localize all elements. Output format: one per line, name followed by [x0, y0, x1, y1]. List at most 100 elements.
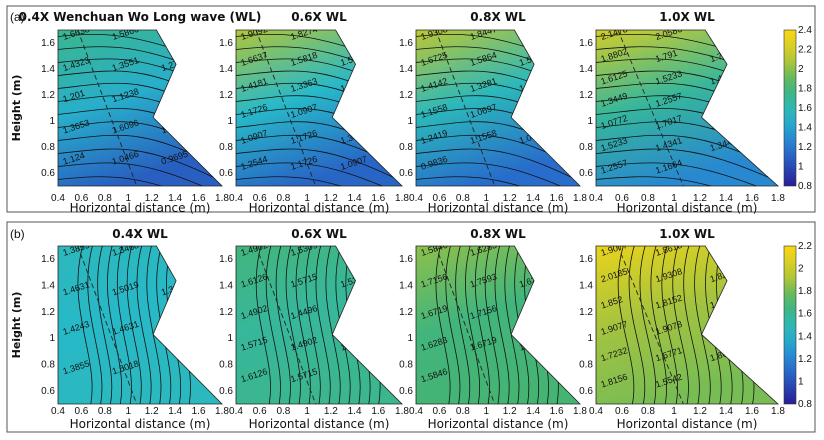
y-tick-label: 0.6 [399, 386, 413, 397]
contour-line [484, 246, 500, 404]
contour-label: 1.5866 [111, 24, 140, 42]
x-tick-label: 1.4 [168, 193, 182, 204]
y-tick-label: 1.6 [579, 38, 593, 49]
contour-line [416, 148, 580, 182]
panel-label: (a) [10, 10, 25, 24]
x-tick-label: 1.4 [168, 406, 182, 417]
x-tick-label: 0.8 [641, 193, 655, 204]
x-tick-label: 1.8 [215, 406, 229, 417]
contour-field [235, 29, 403, 187]
x-tick-label: 1.2 [693, 406, 707, 417]
contour-label: 1.7692 [709, 319, 738, 337]
x-tick-label: 0.8 [98, 406, 112, 417]
x-tick-label: 1.4 [348, 193, 362, 204]
y-tick-label: 1.6 [219, 38, 233, 49]
contour-label: 1.6638 [62, 24, 91, 42]
x-tick-label: 1.8 [395, 406, 409, 417]
y-tick-label: 1.4 [399, 64, 413, 75]
colorbar-tick: 2.2 [798, 45, 812, 56]
colorbar-bar [783, 245, 797, 405]
contour-label: 1.3468 [111, 240, 140, 258]
colorbar-tick: 1.2 [798, 354, 812, 365]
contour-line [661, 246, 678, 404]
contour-line [445, 246, 461, 404]
contour-label: 1.5094 [160, 24, 189, 42]
x-tick-label: 1.6 [745, 193, 759, 204]
x-tick-label: 0.6 [432, 193, 446, 204]
x-tick-label: 1.4 [348, 406, 362, 417]
y-tick-label: 1.6 [219, 254, 233, 265]
dashed-line [255, 246, 317, 404]
x-tick-label: 0.4 [229, 193, 243, 204]
x-axis-label: Horizontal distance (m) [617, 417, 758, 431]
x-tick-label: 1.8 [215, 193, 229, 204]
y-tick-label: 1.2 [219, 307, 233, 318]
contour-label: 1.6537 [339, 240, 368, 258]
y-tick-label: 1.4 [579, 281, 593, 292]
subplot-title: 0.6X WL [291, 10, 347, 24]
y-tick-label: 1 [407, 116, 413, 127]
y-tick-label: 0.6 [41, 168, 55, 179]
contour-line [236, 162, 402, 186]
colorbar-tick: 2.2 [798, 241, 812, 252]
contour-line [628, 246, 646, 404]
y-tick-label: 1.4 [399, 281, 413, 292]
contour-line [596, 162, 778, 186]
y-tick-label: 0.6 [579, 386, 593, 397]
contour-label: 2.1478 [600, 24, 629, 42]
colorbar-bar [783, 29, 797, 187]
contour-line [504, 246, 520, 404]
y-tick-label: 1 [227, 333, 233, 344]
subplot-title: 0.8X WL [470, 227, 526, 241]
contour-line [126, 246, 142, 404]
contour-line [295, 246, 311, 404]
contour-label: 1.8618 [654, 240, 683, 258]
x-tick-label: 0.4 [229, 406, 243, 417]
y-tick-label: 1.2 [41, 307, 55, 318]
contour-line [236, 176, 402, 186]
contour-label: 1.7586 [518, 24, 547, 42]
contour-label: 1.5309 [339, 335, 368, 353]
dashed-line [617, 30, 684, 186]
x-tick-label: 1.4 [526, 193, 540, 204]
colorbar-tick: 1 [798, 162, 804, 173]
colorbar-tick: 1.4 [798, 123, 812, 134]
contour-line [236, 148, 402, 182]
y-tick-label: 1 [407, 333, 413, 344]
x-tick-label: 1.2 [145, 406, 159, 417]
x-tick-label: 1.6 [550, 193, 564, 204]
y-tick-label: 1.2 [399, 307, 413, 318]
contour-label: 1.7455 [339, 24, 368, 42]
contour-label: 1.3855 [62, 240, 91, 258]
y-tick-label: 1 [587, 116, 593, 127]
x-tick-label: 1 [484, 193, 490, 204]
x-tick-label: 1.6 [192, 193, 206, 204]
x-tick-label: 0.8 [641, 406, 655, 417]
contour-label: 1.0089 [339, 102, 368, 120]
x-axis-label: Horizontal distance (m) [249, 417, 390, 431]
contour-label: 1.6719 [518, 240, 547, 258]
contour-label: 1.9694 [709, 24, 738, 42]
contour-label: 1.328 [518, 103, 543, 119]
contour-label: 1.5309 [289, 240, 318, 258]
subplot-title: 0.8X WL [470, 10, 526, 24]
dashed-line [255, 30, 317, 186]
x-tick-label: 0.8 [276, 406, 290, 417]
y-tick-label: 1.2 [579, 90, 593, 101]
contour-line [617, 246, 635, 404]
x-tick-label: 1 [671, 193, 677, 204]
colorbar-tick: 2 [798, 64, 804, 75]
contour-label: 1.8447 [469, 24, 498, 42]
x-tick-label: 1.2 [503, 406, 517, 417]
x-axis-label: Horizontal distance (m) [428, 417, 569, 431]
contour-label: 1.4243 [160, 319, 189, 337]
panel-label: (b) [10, 227, 25, 241]
x-tick-label: 0.4 [589, 193, 603, 204]
x-tick-label: 1.6 [745, 406, 759, 417]
y-tick-label: 1.6 [399, 254, 413, 265]
x-tick-label: 1.2 [503, 193, 517, 204]
contour-line [650, 246, 667, 404]
